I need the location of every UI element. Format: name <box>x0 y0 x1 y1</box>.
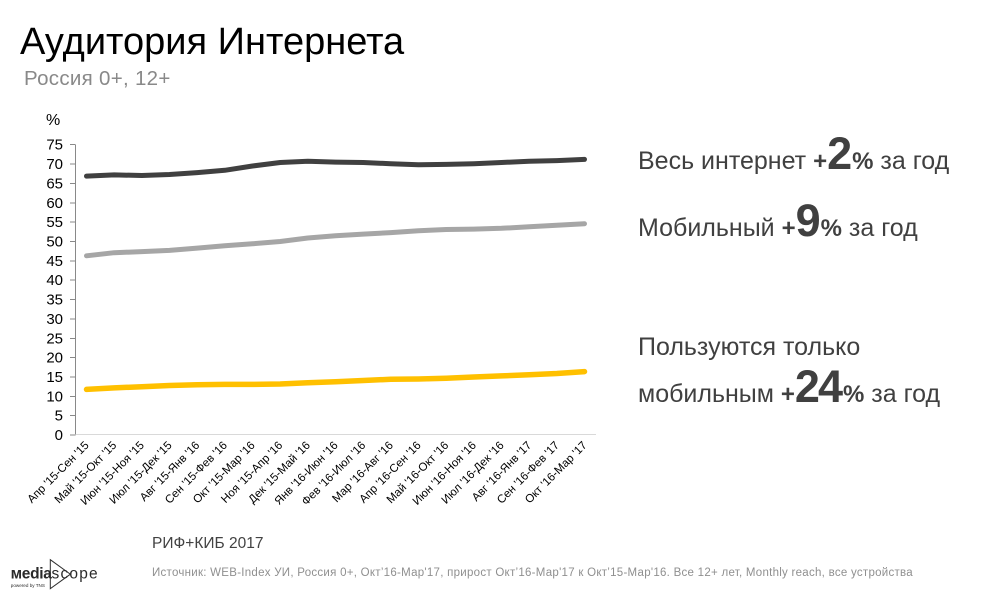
svg-text:20: 20 <box>46 350 63 367</box>
svg-text:мedia: мedia <box>11 566 53 583</box>
svg-text:55: 55 <box>46 214 63 231</box>
svg-text:30: 30 <box>46 311 63 328</box>
svg-text:5: 5 <box>55 408 63 425</box>
svg-text:65: 65 <box>46 175 63 192</box>
svg-text:powered by TNS: powered by TNS <box>11 583 45 588</box>
svg-text:45: 45 <box>46 253 63 270</box>
svg-text:50: 50 <box>46 234 63 251</box>
svg-text:25: 25 <box>46 330 63 347</box>
svg-text:35: 35 <box>46 292 63 309</box>
svg-text:60: 60 <box>46 195 63 212</box>
svg-text:0: 0 <box>55 427 63 444</box>
svg-text:40: 40 <box>46 272 63 289</box>
svg-text:75: 75 <box>46 137 63 154</box>
svg-text:10: 10 <box>46 388 63 405</box>
svg-text:scope: scope <box>52 566 99 583</box>
svg-text:70: 70 <box>46 156 63 173</box>
svg-text:15: 15 <box>46 369 63 386</box>
